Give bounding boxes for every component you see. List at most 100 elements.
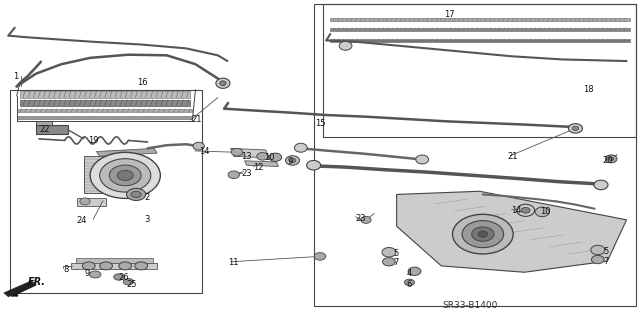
Polygon shape — [36, 125, 68, 134]
Ellipse shape — [289, 158, 296, 163]
Ellipse shape — [257, 152, 268, 160]
Text: FR.: FR. — [28, 278, 45, 287]
Ellipse shape — [478, 231, 488, 237]
Ellipse shape — [591, 245, 605, 255]
Ellipse shape — [339, 41, 352, 50]
Text: 10: 10 — [540, 207, 550, 216]
Ellipse shape — [109, 165, 141, 186]
Text: 12: 12 — [253, 163, 264, 172]
Ellipse shape — [193, 142, 204, 150]
Text: 21: 21 — [507, 152, 518, 161]
Ellipse shape — [119, 262, 132, 270]
Polygon shape — [76, 258, 153, 263]
Ellipse shape — [605, 155, 617, 163]
Ellipse shape — [127, 189, 146, 200]
Polygon shape — [230, 148, 269, 158]
Ellipse shape — [80, 198, 90, 205]
Text: 14: 14 — [511, 206, 522, 215]
Ellipse shape — [135, 262, 148, 270]
Ellipse shape — [117, 170, 133, 181]
Text: 17: 17 — [445, 11, 455, 19]
Ellipse shape — [231, 148, 243, 156]
Ellipse shape — [535, 207, 549, 217]
Ellipse shape — [114, 274, 124, 280]
Text: 13: 13 — [241, 152, 252, 161]
Bar — [314, 4, 636, 306]
Ellipse shape — [100, 262, 113, 270]
Ellipse shape — [572, 126, 579, 130]
Polygon shape — [125, 166, 157, 187]
Text: 6: 6 — [406, 280, 412, 289]
Ellipse shape — [131, 191, 141, 197]
Text: 23: 23 — [241, 169, 252, 178]
Ellipse shape — [408, 267, 421, 275]
Bar — [323, 4, 636, 137]
Text: 11: 11 — [228, 258, 239, 267]
Ellipse shape — [361, 216, 371, 223]
Polygon shape — [330, 28, 630, 31]
Text: 9: 9 — [85, 269, 90, 278]
Ellipse shape — [269, 153, 282, 161]
Text: 24: 24 — [76, 216, 86, 225]
Ellipse shape — [83, 262, 95, 270]
Text: 22: 22 — [39, 125, 49, 134]
Polygon shape — [17, 109, 192, 113]
Text: SR33-B1400: SR33-B1400 — [442, 301, 498, 310]
Ellipse shape — [452, 214, 513, 254]
Text: 7: 7 — [394, 258, 399, 267]
Ellipse shape — [521, 207, 530, 213]
Ellipse shape — [609, 157, 614, 160]
Text: 5: 5 — [394, 249, 399, 258]
Text: 21: 21 — [191, 115, 202, 124]
Ellipse shape — [591, 256, 604, 264]
Polygon shape — [36, 122, 52, 125]
Ellipse shape — [100, 159, 151, 192]
Text: 26: 26 — [118, 273, 129, 282]
Ellipse shape — [314, 253, 326, 260]
Text: 2: 2 — [145, 193, 150, 202]
Polygon shape — [20, 100, 190, 106]
Polygon shape — [4, 281, 36, 297]
Polygon shape — [20, 91, 190, 98]
Text: 19: 19 — [88, 136, 99, 145]
Text: 7: 7 — [604, 257, 609, 266]
Text: 1: 1 — [13, 72, 19, 81]
Ellipse shape — [568, 123, 582, 133]
Text: 3: 3 — [145, 215, 150, 224]
Polygon shape — [397, 191, 627, 272]
Ellipse shape — [472, 227, 494, 241]
Polygon shape — [71, 263, 157, 269]
Ellipse shape — [416, 155, 429, 164]
Ellipse shape — [124, 278, 134, 285]
Ellipse shape — [516, 204, 534, 216]
Polygon shape — [330, 18, 630, 21]
Bar — [10, 90, 202, 293]
Text: 9: 9 — [287, 157, 292, 166]
Ellipse shape — [285, 156, 300, 165]
Polygon shape — [330, 39, 630, 42]
Text: 10: 10 — [264, 153, 275, 162]
Polygon shape — [77, 197, 106, 205]
Ellipse shape — [462, 221, 504, 248]
Text: 8: 8 — [63, 264, 68, 274]
Ellipse shape — [216, 78, 230, 88]
Ellipse shape — [594, 180, 608, 190]
Polygon shape — [97, 148, 157, 156]
Ellipse shape — [90, 152, 161, 198]
Text: 15: 15 — [315, 119, 325, 129]
Text: 23: 23 — [356, 214, 366, 223]
Text: 14: 14 — [198, 147, 209, 156]
Ellipse shape — [220, 81, 226, 86]
Polygon shape — [17, 116, 192, 119]
Text: 18: 18 — [583, 85, 594, 94]
Ellipse shape — [404, 279, 415, 286]
Polygon shape — [244, 161, 278, 167]
Text: 25: 25 — [127, 280, 137, 289]
Text: 16: 16 — [137, 78, 147, 87]
Polygon shape — [84, 156, 125, 193]
Ellipse shape — [90, 271, 101, 278]
Ellipse shape — [383, 258, 396, 266]
Ellipse shape — [294, 143, 307, 152]
Text: 4: 4 — [406, 269, 412, 278]
Text: 20: 20 — [602, 156, 612, 165]
